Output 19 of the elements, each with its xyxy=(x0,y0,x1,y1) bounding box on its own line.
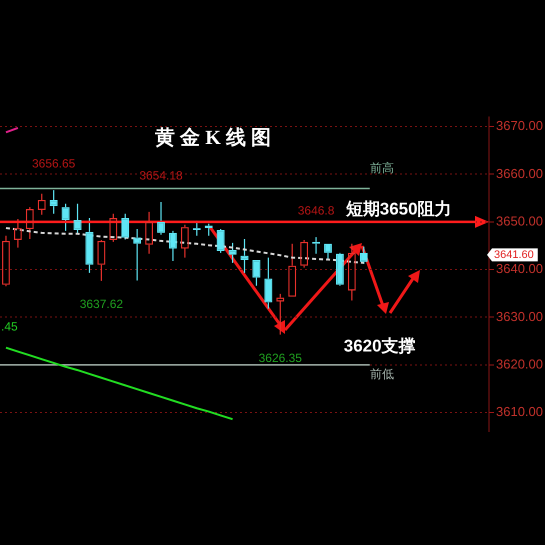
annotation: 3646.8 xyxy=(298,203,335,218)
y-tick-label: 3620.00 xyxy=(496,356,544,372)
y-tick-label: 3660.00 xyxy=(496,166,544,181)
y-tick-label: 3650.00 xyxy=(496,213,544,228)
annotation: 3654.18 xyxy=(139,168,184,182)
ref-line-label: 短期3650阻力 xyxy=(344,200,452,219)
ref-line-label: 前高 xyxy=(370,160,394,175)
y-tick-label: 3630.00 xyxy=(496,308,544,324)
annotation: 3620支撑 xyxy=(344,336,416,356)
y-tick-label: 3640.00 xyxy=(496,261,544,276)
text: 3641.60 xyxy=(494,248,534,261)
annotation: 3637.62 xyxy=(80,297,124,312)
annotation: 3656.65 xyxy=(32,156,76,170)
y-tick-label: 3670.00 xyxy=(496,118,544,134)
annotation: 3626.35 xyxy=(258,350,302,365)
ref-line-label: 前低 xyxy=(370,367,394,382)
text: 黄 金 K 线 图 xyxy=(154,127,271,150)
y-tick-label: 3610.00 xyxy=(496,404,544,420)
annotation: .45 xyxy=(1,319,18,334)
